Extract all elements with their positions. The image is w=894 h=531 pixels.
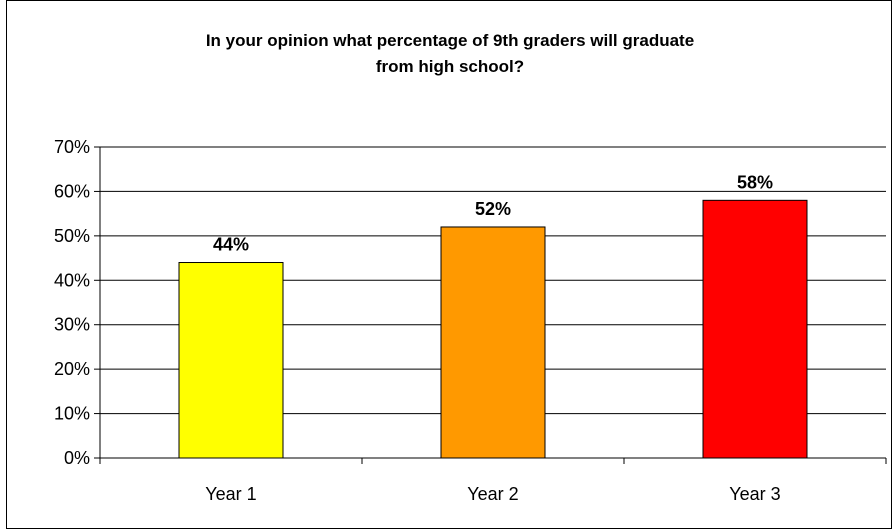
y-tick-label: 10% — [54, 404, 90, 424]
y-tick-label: 60% — [54, 181, 90, 201]
bar — [702, 199, 808, 459]
data-label: 52% — [475, 199, 511, 219]
x-tick-label: Year 1 — [205, 484, 256, 504]
y-tick-label: 20% — [54, 359, 90, 379]
data-label: 44% — [213, 235, 249, 255]
y-tick-label: 70% — [54, 137, 90, 157]
y-tick-label: 0% — [64, 448, 90, 468]
chart-title-line-1: In your opinion what percentage of 9th g… — [205, 31, 695, 50]
chart-title-line-2: from high school? — [375, 57, 525, 76]
x-tick-label: Year 2 — [467, 484, 518, 504]
bar — [440, 226, 546, 459]
data-label: 58% — [737, 172, 773, 192]
bar — [178, 262, 284, 459]
x-tick-label: Year 3 — [729, 484, 780, 504]
y-tick-label: 30% — [54, 315, 90, 335]
y-tick-label: 40% — [54, 270, 90, 290]
y-tick-label: 50% — [54, 226, 90, 246]
chart-title: In your opinion what percentage of 9th g… — [90, 28, 810, 80]
